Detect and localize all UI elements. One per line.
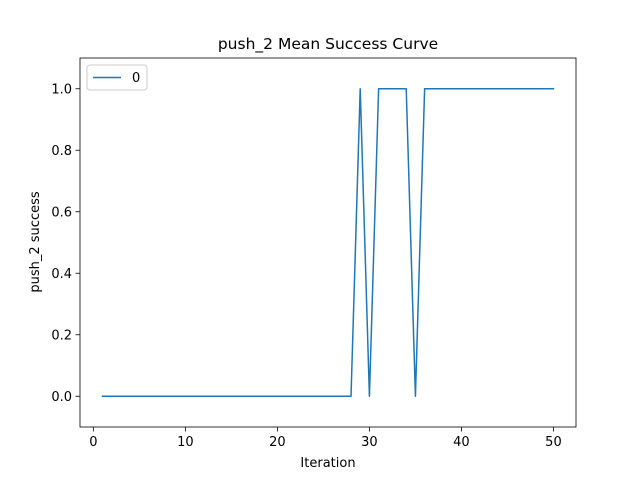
- x-tick-label: 20: [269, 435, 286, 450]
- x-tick-label: 50: [545, 435, 562, 450]
- legend: 0: [86, 64, 148, 91]
- y-tick-label: 0.4: [51, 267, 72, 282]
- y-tick-label: 0.6: [51, 205, 72, 220]
- x-tick-label: 40: [453, 435, 470, 450]
- chart-title: push_2 Mean Success Curve: [218, 35, 438, 54]
- y-axis-label: push_2 success: [28, 191, 43, 292]
- x-tick-label: 10: [177, 435, 194, 450]
- series-line-0: [101, 88, 555, 397]
- x-tick-label: 0: [89, 435, 97, 450]
- plot-frame: [79, 57, 577, 428]
- y-tick-label: 0.0: [51, 390, 72, 405]
- y-tick-label: 0.8: [51, 144, 72, 159]
- x-tick-label: 30: [361, 435, 378, 450]
- plot-area: 0 10 20 30 40 50 0.0 0.2 0.4 0.6 0.8 1.0: [51, 57, 577, 450]
- legend-label-0: 0: [132, 71, 140, 86]
- x-axis-label: Iteration: [300, 456, 355, 471]
- y-tick-label: 1.0: [51, 82, 72, 97]
- y-tick-label: 0.2: [51, 328, 72, 343]
